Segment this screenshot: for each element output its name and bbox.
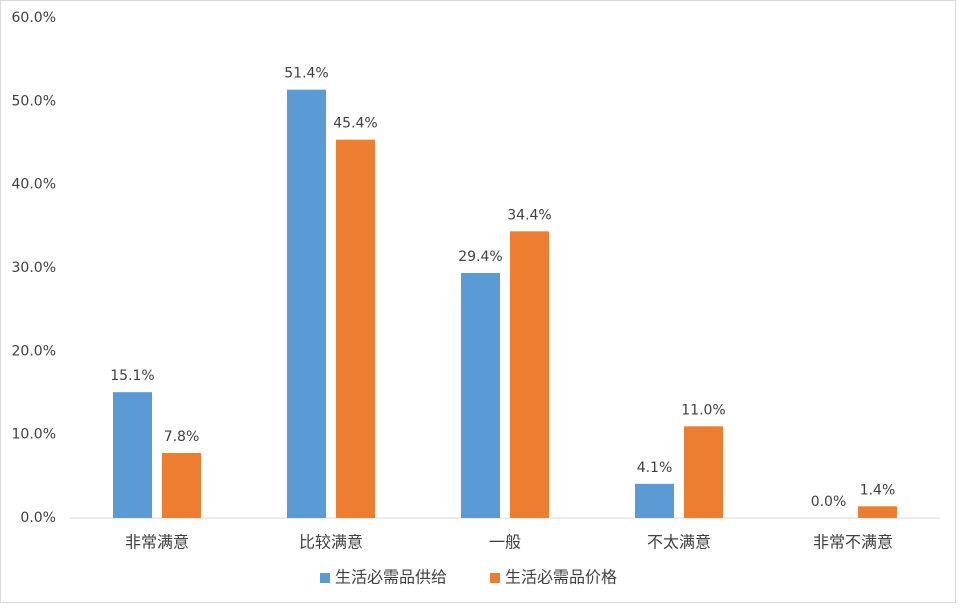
value-label: 4.1% <box>637 460 673 476</box>
legend-swatch <box>490 573 500 583</box>
x-tick-label: 不太满意 <box>647 533 711 552</box>
y-tick-label: 30.0% <box>12 260 56 276</box>
bar <box>684 426 723 518</box>
value-label: 45.4% <box>333 116 377 132</box>
y-tick-label: 60.0% <box>12 10 56 26</box>
value-label: 1.4% <box>860 482 896 498</box>
legend-swatch <box>320 573 330 583</box>
value-label: 29.4% <box>458 249 502 265</box>
bar <box>287 89 326 519</box>
value-label: 11.0% <box>681 402 725 418</box>
value-label: 34.4% <box>507 207 551 223</box>
value-label: 51.4% <box>284 66 328 82</box>
x-tick-label: 非常不满意 <box>813 533 893 552</box>
y-tick-label: 40.0% <box>12 177 56 193</box>
bar <box>461 273 500 518</box>
value-label: 15.1% <box>110 368 154 384</box>
y-tick-label: 20.0% <box>12 343 56 359</box>
x-tick-label: 一般 <box>489 533 521 552</box>
legend-label: 生活必需品供给 <box>335 568 447 587</box>
x-tick-label: 非常满意 <box>125 533 189 552</box>
bar <box>858 506 897 518</box>
x-tick-label: 比较满意 <box>299 533 363 552</box>
value-label: 0.0% <box>811 494 847 510</box>
y-tick-label: 10.0% <box>12 427 56 443</box>
y-tick-label: 50.0% <box>12 93 56 109</box>
bar <box>113 392 152 518</box>
y-tick-label: 0.0% <box>20 510 56 526</box>
legend-label: 生活必需品价格 <box>505 568 617 587</box>
bar <box>162 453 201 518</box>
bar <box>336 139 375 518</box>
bar <box>510 231 549 519</box>
value-label: 7.8% <box>164 429 200 445</box>
bar <box>635 483 674 518</box>
